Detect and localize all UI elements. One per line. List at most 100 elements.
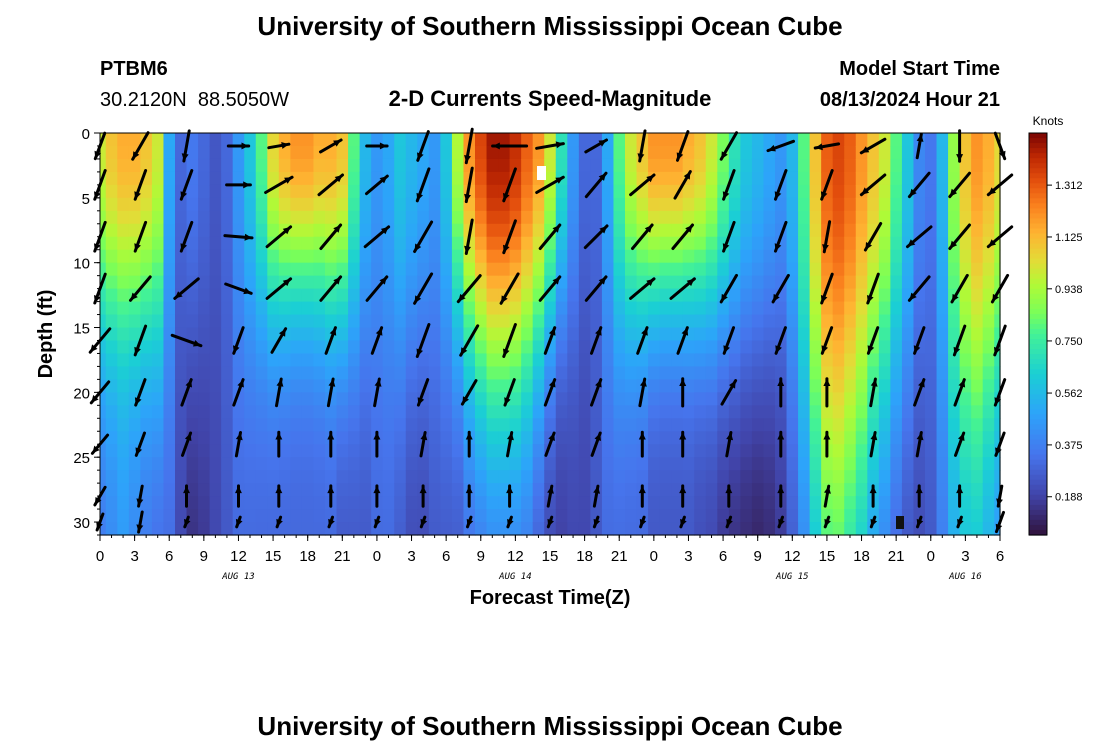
heat-cell: [890, 301, 903, 316]
heat-cell: [301, 262, 315, 277]
heat-cell: [255, 145, 268, 160]
heat-cell: [325, 457, 338, 471]
current-vector: [544, 431, 556, 457]
heat-cell: [821, 457, 834, 471]
heat-cell: [798, 366, 811, 380]
heat-cell: [290, 145, 303, 160]
heat-cell: [336, 444, 349, 458]
vector-head: [823, 432, 831, 440]
heat-cell: [878, 262, 891, 277]
heat-cell: [255, 431, 268, 445]
colorbar-segment: [1029, 389, 1047, 395]
heat-cell: [682, 483, 695, 497]
heat-cell: [925, 457, 938, 471]
heat-cell: [878, 249, 891, 264]
heat-cell: [509, 184, 522, 199]
heat-cell: [613, 210, 626, 225]
heat-cell: [844, 314, 857, 329]
heat-cell: [901, 223, 915, 238]
heat-cell: [694, 223, 707, 238]
heat-cell: [151, 288, 165, 303]
day-label: AUG 13: [221, 572, 255, 582]
heat-cell: [509, 392, 522, 406]
heat-cell: [267, 327, 280, 342]
current-vector: [535, 141, 565, 150]
heat-cell: [117, 379, 130, 393]
heat-cell: [209, 275, 222, 290]
heat-cell: [163, 444, 176, 458]
heat-cell: [290, 210, 303, 225]
heat-cell: [601, 236, 615, 251]
heat-cell: [775, 262, 788, 277]
heat-cell: [555, 509, 568, 523]
vector-head: [507, 518, 514, 527]
heat-cell: [336, 158, 349, 173]
heat-cell: [982, 133, 995, 147]
x-tick-label: 18: [576, 548, 593, 565]
current-vector: [264, 175, 294, 194]
colorbar-segment: [1029, 529, 1047, 536]
current-vector: [464, 166, 474, 204]
heat-cell: [394, 522, 407, 536]
heat-cell: [936, 340, 949, 355]
heat-cell: [994, 236, 1001, 251]
colorbar-segment: [1029, 238, 1047, 245]
heat-cell: [878, 431, 891, 445]
heat-cell: [440, 275, 453, 290]
heat-cell: [100, 418, 107, 432]
heat-cell: [671, 444, 684, 458]
heat-cell: [994, 353, 1001, 368]
heat-cell: [313, 340, 326, 355]
heat-cell: [140, 522, 153, 536]
heat-cell: [509, 496, 522, 510]
heat-cell: [798, 483, 811, 497]
heat-cell: [763, 158, 776, 173]
heat-cell: [359, 301, 372, 316]
vector-head: [185, 379, 192, 388]
heat-cell: [301, 418, 315, 432]
heat-cell: [994, 223, 1001, 238]
heat-cell: [613, 249, 626, 264]
heat-cell: [648, 405, 661, 419]
colorbar-segment: [1029, 163, 1047, 169]
colorbar-tick-label: 1.125: [1055, 232, 1083, 244]
heat-cell: [671, 301, 684, 316]
heat-cell: [694, 236, 707, 251]
heat-cell: [832, 509, 845, 523]
heat-cell: [590, 210, 603, 225]
colorbar-tick-label: 0.938: [1055, 284, 1083, 296]
heat-cell: [694, 249, 707, 264]
current-vector: [774, 220, 788, 253]
heat-cell: [521, 340, 534, 355]
heat-cell: [798, 405, 811, 419]
heat-cell: [740, 353, 753, 368]
heat-cell: [117, 444, 130, 458]
heat-cell: [348, 353, 361, 368]
heat-cell: [405, 249, 418, 264]
heat-cell: [417, 158, 430, 173]
heat-cell: [498, 133, 511, 147]
heat-cell: [659, 249, 672, 264]
vector-head: [552, 225, 560, 233]
heat-cell: [394, 236, 407, 251]
heat-cell: [198, 249, 211, 264]
heat-cell: [705, 288, 718, 303]
colorbar-segment: [1029, 263, 1047, 270]
current-vector: [777, 430, 785, 458]
heat-cell: [809, 496, 822, 510]
heat-cell: [336, 405, 349, 419]
heat-cell: [867, 197, 880, 212]
heat-cell: [175, 457, 188, 471]
heat-cell: [832, 223, 845, 238]
heat-cell: [128, 366, 141, 380]
heat-cell: [936, 133, 949, 147]
heat-cell: [140, 340, 153, 355]
heat-cell: [290, 457, 303, 471]
current-vector: [179, 169, 194, 201]
heat-cell: [648, 522, 661, 536]
heat-cell: [659, 483, 672, 497]
heat-cell: [809, 171, 822, 186]
heat-cell: [971, 366, 984, 380]
heat-cell: [936, 184, 949, 199]
heat-cell: [578, 418, 591, 432]
